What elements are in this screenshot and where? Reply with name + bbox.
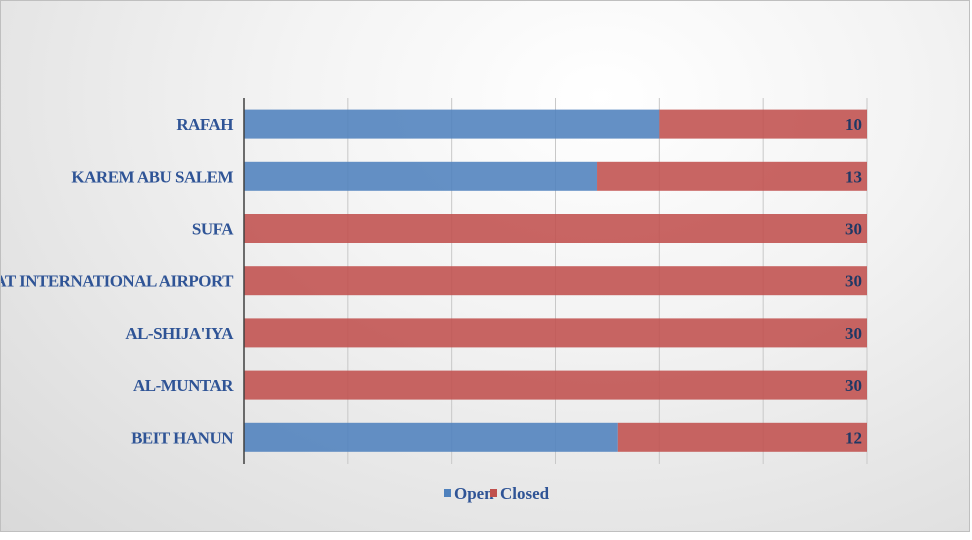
bar-open-1 [244, 161, 598, 191]
data-label: 30 [845, 220, 862, 239]
bar-open-6 [244, 422, 618, 452]
bar-closed-3 [244, 266, 867, 296]
bar-closed-4 [244, 318, 867, 348]
category-label: RAFAH [176, 115, 233, 134]
data-label: 12 [845, 428, 862, 447]
category-label: YASSER ARAFAT INTERNATIONAL AIRPORT [1, 272, 234, 291]
category-label: BEIT HANUN [131, 428, 234, 447]
category-label: AL-SHIJA'IYA [125, 324, 234, 343]
category-label: SUFA [192, 220, 234, 239]
legend-label-closed: Closed [500, 484, 550, 503]
data-label: 30 [845, 376, 862, 395]
bar-closed-0 [659, 109, 867, 139]
data-label: 30 [845, 272, 862, 291]
labels: RAFAH 10 KAREM ABU SALEM 13 SUFA 30 YASSER ARA… [1, 115, 862, 447]
bar-closed-1 [597, 161, 867, 191]
legend-swatch-closed [490, 489, 497, 497]
legend-swatch-open [444, 489, 451, 497]
data-label: 30 [845, 324, 862, 343]
data-label: 13 [845, 167, 862, 186]
legend: Open Closed [444, 484, 550, 503]
data-label: 10 [845, 115, 862, 134]
category-label: AL-MUNTAR [133, 376, 234, 395]
bar-closed-6 [617, 422, 867, 452]
category-label: KAREM ABU SALEM [71, 167, 233, 186]
bar-open-0 [244, 109, 660, 139]
bar-closed-2 [244, 214, 867, 243]
bars [244, 109, 867, 452]
bar-closed-5 [244, 370, 867, 400]
legend-label-open: Open [454, 484, 494, 503]
